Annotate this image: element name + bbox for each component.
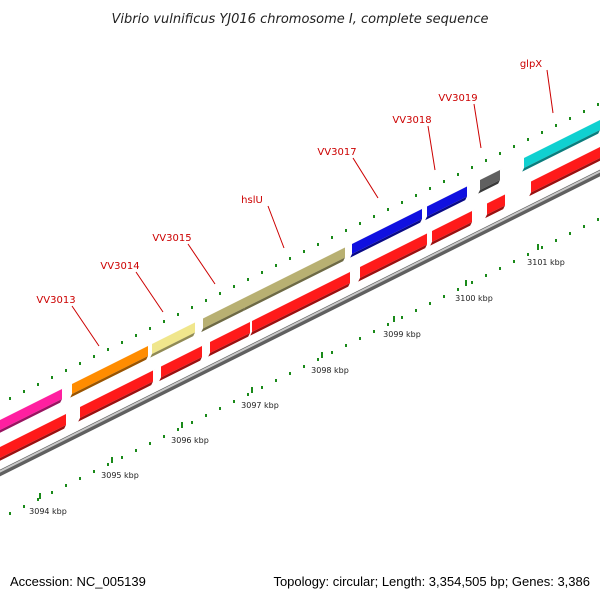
gene-bar-hslu bbox=[245, 247, 345, 308]
cds-bar-vv3014 bbox=[161, 346, 202, 378]
cds-bar-hslu-shade bbox=[250, 283, 350, 336]
cds-bar-vv3019-shade bbox=[485, 205, 505, 219]
backbone-line-highlight bbox=[0, 170, 600, 473]
accession-text: Accession: NC_005139 bbox=[10, 574, 146, 589]
gene-bar-glpx-shade bbox=[522, 130, 600, 172]
leader-line-vv3017 bbox=[352, 157, 379, 199]
cds-bar-vv3017 bbox=[360, 233, 427, 278]
leader-line-vv3014 bbox=[135, 271, 164, 313]
cds-bar-unnamed bbox=[0, 414, 66, 458]
kbp-tick-label: 3095 kbp bbox=[101, 471, 139, 480]
cds-bar-vv3019 bbox=[487, 194, 505, 215]
gene-bar-unnamed-top bbox=[0, 387, 66, 421]
kbp-tick-label: 3097 kbp bbox=[241, 401, 279, 410]
map-layer: VV3013 VV3014 VV3015 hslU VV3017 VV3018 VV3019… bbox=[0, 59, 600, 516]
leader-line-vv3013 bbox=[71, 305, 100, 347]
cds-bar-vv3015-top bbox=[210, 320, 254, 342]
leader-line-glpx bbox=[546, 69, 554, 114]
gene-label-vv3013: VV3013 bbox=[36, 295, 75, 306]
gene-bar-vv3015-top bbox=[203, 295, 249, 319]
gene-bar-vv3018 bbox=[427, 186, 467, 217]
gene-bar-vv3014-top bbox=[152, 320, 199, 344]
cds-bar-glpx-shade bbox=[529, 158, 600, 197]
kbp-tick-label: 3101 kbp bbox=[527, 258, 565, 267]
gene-bar-vv3017 bbox=[352, 209, 422, 254]
genome-summary-text: Topology: circular; Length: 3,354,505 bp… bbox=[273, 574, 590, 589]
gene-bar-glpx-top bbox=[524, 119, 600, 158]
gene-bar-vv3015-shade bbox=[201, 307, 245, 333]
leader-line-vv3019 bbox=[473, 103, 482, 149]
gene-bar-vv3013-top bbox=[72, 344, 152, 384]
leader-line-vv3018 bbox=[427, 125, 436, 171]
kbp-tick-label: 3100 kbp bbox=[455, 294, 493, 303]
cds-bar-vv3018 bbox=[432, 211, 472, 242]
cds-bar-glpx-top bbox=[531, 146, 600, 182]
kbp-tick-label: 3098 kbp bbox=[311, 366, 349, 375]
cds-bar-vv3015 bbox=[210, 322, 250, 353]
gene-bar-vv3014 bbox=[152, 322, 195, 354]
leader-line-hslu bbox=[267, 205, 285, 249]
gene-bar-vv3019-shade bbox=[478, 180, 500, 194]
gene-label-vv3015: VV3015 bbox=[152, 233, 191, 244]
cds-bar-vv3013-shade bbox=[78, 381, 153, 422]
leader-line-vv3015 bbox=[187, 243, 216, 285]
cds-bar-hslu-top bbox=[252, 270, 354, 321]
gene-bar-vv3019 bbox=[480, 170, 500, 190]
gene-label-vv3019: VV3019 bbox=[438, 93, 477, 104]
cds-bar-vv3014-shade bbox=[159, 357, 202, 382]
gene-bar-vv3018-shade bbox=[425, 196, 467, 221]
cds-bar-vv3013-top bbox=[80, 368, 157, 407]
cds-bar-glpx bbox=[531, 147, 600, 193]
gene-bar-vv3014-shade bbox=[150, 332, 195, 358]
gene-bar-vv3015 bbox=[203, 297, 245, 329]
gene-bar-hslu-shade bbox=[243, 257, 345, 312]
cds-bar-vv3014-top bbox=[161, 344, 206, 367]
kbp-tick-label: 3096 kbp bbox=[171, 436, 209, 445]
gene-bar-glpx bbox=[524, 120, 600, 168]
cds-bar-vv3017-shade bbox=[358, 244, 427, 282]
kbp-tick-label: 3094 kbp bbox=[29, 507, 67, 516]
cds-bar-hslu bbox=[252, 272, 350, 332]
cds-bar-vv3017-top bbox=[360, 231, 431, 267]
gene-label-vv3014: VV3014 bbox=[100, 261, 139, 272]
gene-label-vv3017: VV3017 bbox=[317, 147, 356, 158]
cds-bar-unnamed-top bbox=[0, 412, 70, 448]
map-title: Vibrio vulnificus YJ016 chromosome I, co… bbox=[111, 12, 488, 27]
gene-bar-vv3017-shade bbox=[350, 219, 422, 258]
gene-bar-vv3013-shade bbox=[70, 356, 148, 398]
gene-bar-unnamed-shade bbox=[0, 399, 62, 433]
gene-label-vv3018: VV3018 bbox=[392, 115, 431, 126]
gene-bar-unnamed bbox=[0, 389, 62, 430]
cds-bar-vv3013 bbox=[80, 370, 153, 418]
backbone-line-shadow bbox=[0, 169, 600, 477]
gene-label-glpx: glpX bbox=[520, 59, 542, 70]
cds-bar-vv3018-shade bbox=[430, 222, 472, 246]
gene-bar-vv3013 bbox=[72, 346, 148, 394]
cds-bar-vv3015-shade bbox=[208, 333, 250, 357]
kbp-tick-label: 3099 kbp bbox=[383, 330, 421, 339]
cds-bar-unnamed-shade bbox=[0, 425, 66, 461]
gene-label-hslu: hslU bbox=[241, 195, 263, 206]
gene-bar-hslu-top bbox=[245, 245, 349, 298]
